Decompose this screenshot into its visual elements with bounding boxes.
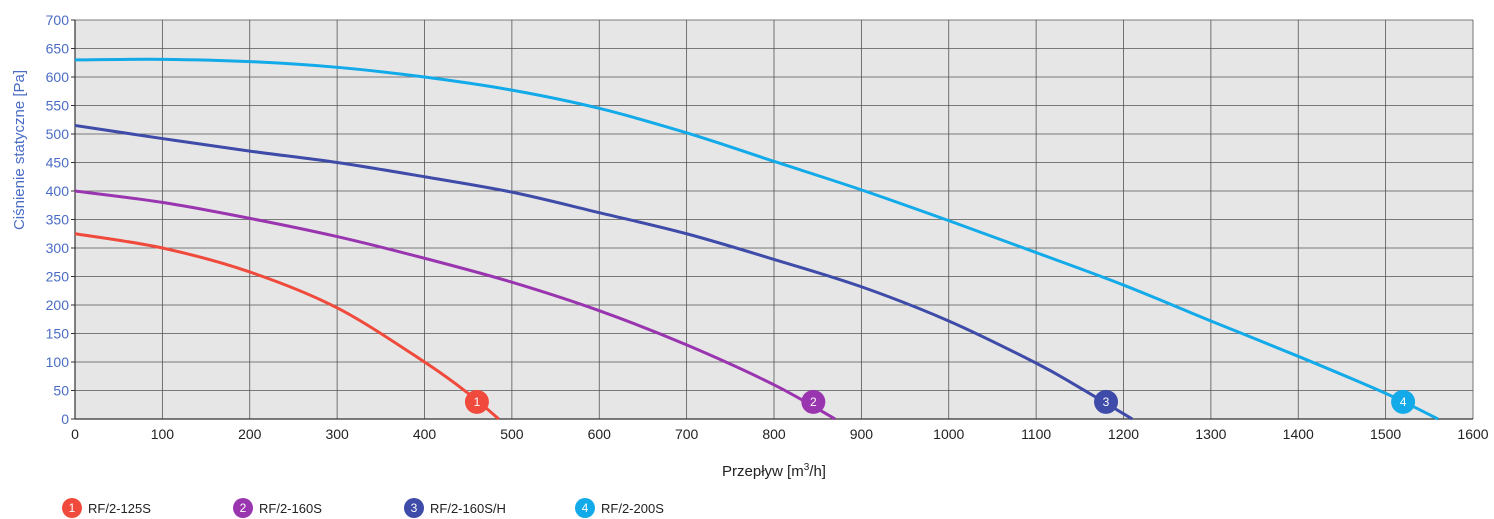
x-tick-label: 500 <box>500 426 524 442</box>
legend-label-3: RF/2-160S/H <box>430 500 506 516</box>
x-tick-label: 1200 <box>1108 426 1139 442</box>
legend-label-4: RF/2-200S <box>601 500 664 516</box>
x-axis-label-superscript: 3 <box>804 462 810 473</box>
y-axis-label: Ciśnienie statyczne [Pa] <box>11 70 28 230</box>
x-tick-label: 0 <box>71 426 79 442</box>
legend-marker-1: 1 <box>62 498 82 518</box>
x-axis-label: Przepływ [m3/h] <box>722 462 826 480</box>
series-markers: 1 2 3 4 <box>464 389 1416 414</box>
y-tick-label: 500 <box>46 126 70 142</box>
x-tick-label: 100 <box>151 426 175 442</box>
x-tick-label: 1100 <box>1021 426 1051 442</box>
x-tick-label: 300 <box>325 426 349 442</box>
x-tick-label: 1300 <box>1195 426 1226 442</box>
x-tick-label: 900 <box>850 426 874 442</box>
series-marker-4 <box>1391 389 1416 414</box>
y-tick-label: 300 <box>46 240 70 256</box>
y-tick-label: 0 <box>61 411 69 427</box>
series-marker-label-1: 1 <box>474 395 481 409</box>
series-marker-label-3: 3 <box>1103 395 1110 409</box>
y-tick-label: 200 <box>46 297 70 313</box>
series-lines <box>74 57 1439 421</box>
y-tick-label: 650 <box>46 41 70 57</box>
y-tick-label: 400 <box>46 183 70 199</box>
series-marker-label-2: 2 <box>810 395 817 409</box>
x-axis-label-unit: /h] <box>809 463 826 480</box>
series-line-3 <box>74 123 1134 421</box>
x-tick-label: 1400 <box>1283 426 1314 442</box>
series-line-2 <box>74 189 836 421</box>
y-tick-label: 600 <box>46 69 70 85</box>
series-marker-1 <box>464 389 489 414</box>
x-axis-label-main: Przepływ [m <box>722 463 804 480</box>
y-tick-label: 700 <box>46 12 70 28</box>
y-tick-label: 250 <box>46 269 70 285</box>
legend-marker-3: 3 <box>404 498 424 518</box>
axis-ticks: 0 100 200 300 400 500 600 700 800 900 1000 1100 1200… <box>46 12 1489 442</box>
x-tick-label: 700 <box>675 426 699 442</box>
legend-item-1: 1 RF/2-125S <box>62 498 233 518</box>
series-line-1 <box>74 232 500 421</box>
series-line-4 <box>74 57 1439 421</box>
x-tick-label: 800 <box>762 426 786 442</box>
x-tick-label: 200 <box>238 426 262 442</box>
legend: 1 RF/2-125S 2 RF/2-160S 3 RF/2-160S/H 4 … <box>62 498 746 518</box>
x-tick-label: 1500 <box>1370 426 1401 442</box>
x-tick-label: 1000 <box>933 426 964 442</box>
y-tick-label: 350 <box>46 212 70 228</box>
x-tick-label: 600 <box>588 426 612 442</box>
legend-item-3: 3 RF/2-160S/H <box>404 498 575 518</box>
y-tick-label: 100 <box>46 354 70 370</box>
legend-label-1: RF/2-125S <box>88 500 151 516</box>
y-tick-label: 150 <box>46 326 70 342</box>
chart: 0 100 200 300 400 500 600 700 800 900 1000 1100 1200… <box>11 12 1489 480</box>
series-marker-3 <box>1094 389 1119 414</box>
grid <box>71 19 1474 420</box>
legend-item-2: 2 RF/2-160S <box>233 498 404 518</box>
legend-item-4: 4 RF/2-200S <box>575 498 746 518</box>
legend-label-2: RF/2-160S <box>259 500 322 516</box>
y-tick-label: 50 <box>53 383 69 399</box>
y-tick-label: 550 <box>46 98 70 114</box>
series-marker-label-4: 4 <box>1400 395 1407 409</box>
legend-marker-4: 4 <box>575 498 595 518</box>
legend-marker-2: 2 <box>233 498 253 518</box>
x-tick-label: 400 <box>413 426 437 442</box>
series-marker-2 <box>801 389 826 414</box>
x-tick-label: 1600 <box>1457 426 1488 442</box>
y-tick-label: 450 <box>46 155 70 171</box>
